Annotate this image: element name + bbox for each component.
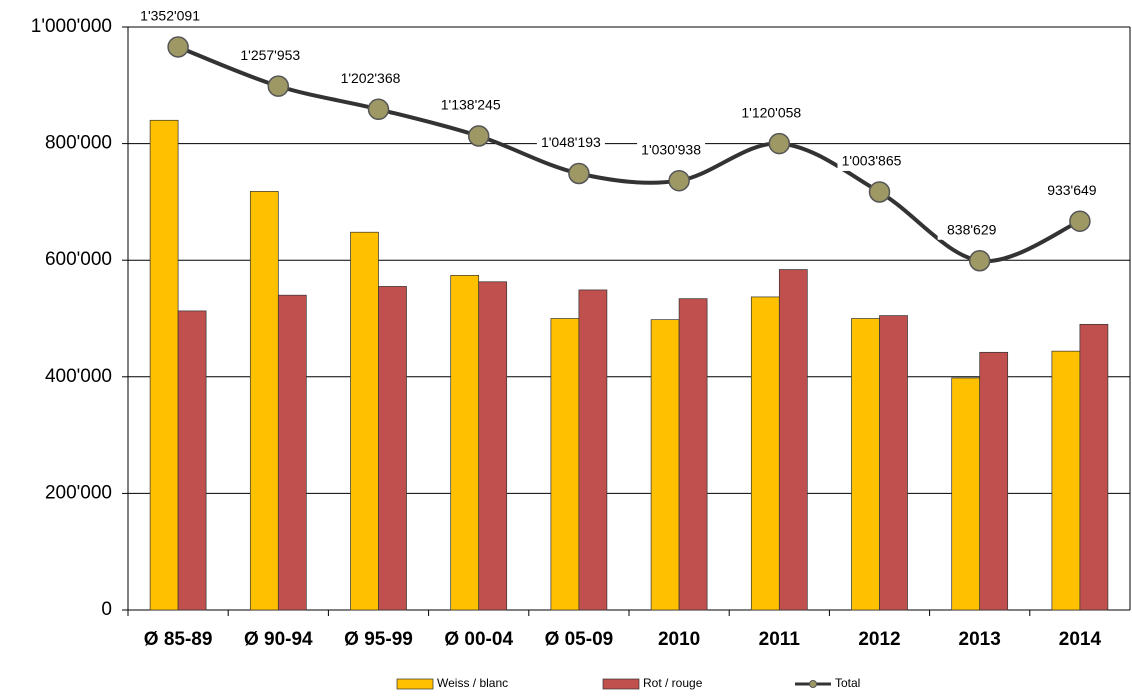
bar xyxy=(879,315,908,611)
value-label: 933'649 xyxy=(1047,182,1097,198)
label-bg xyxy=(336,70,405,89)
legend-label: Weiss / blanc xyxy=(437,676,508,690)
x-tick-label: 2014 xyxy=(1059,629,1102,650)
bar xyxy=(578,289,608,611)
marker xyxy=(1069,210,1091,232)
bar xyxy=(249,191,279,611)
bar xyxy=(951,377,981,611)
y-tick-label: 0 xyxy=(101,599,112,620)
bar xyxy=(750,296,780,611)
marker xyxy=(367,98,390,121)
marker xyxy=(267,75,290,97)
bar xyxy=(378,286,407,611)
label-bg xyxy=(637,141,706,160)
legend-label: Total xyxy=(835,676,860,690)
bar xyxy=(450,275,480,611)
value-label: 1'138'245 xyxy=(441,97,501,113)
bar xyxy=(277,294,307,611)
label-bg xyxy=(837,152,906,171)
x-tick-label: Ø 05-09 xyxy=(545,629,614,650)
label-bg xyxy=(1037,182,1106,201)
bar xyxy=(678,298,708,611)
label-bg xyxy=(536,134,605,153)
x-tick-label: 2013 xyxy=(959,629,1001,650)
x-tick-label: 2011 xyxy=(759,629,801,650)
marker xyxy=(768,132,791,155)
x-tick-label: Ø 00-04 xyxy=(444,629,513,650)
marker xyxy=(167,36,189,58)
bar xyxy=(149,119,179,611)
y-tick-label: 800'000 xyxy=(45,133,112,154)
y-tick-label: 1'000'000 xyxy=(31,16,112,37)
bar xyxy=(550,318,580,611)
x-tick-label: 2010 xyxy=(658,629,700,650)
legend-label: Rot / rouge xyxy=(643,676,703,690)
bar xyxy=(650,319,680,611)
label-bg xyxy=(236,47,305,66)
bar xyxy=(979,351,1009,611)
value-label: 1'030'938 xyxy=(641,141,701,157)
x-tick-label: 2012 xyxy=(858,629,900,650)
bar xyxy=(851,318,880,611)
marker xyxy=(467,125,490,147)
legend-swatch xyxy=(602,678,640,690)
y-tick-label: 200'000 xyxy=(45,482,112,503)
marker xyxy=(968,250,991,272)
value-label: 1'003'865 xyxy=(842,153,902,169)
label-bg xyxy=(937,221,1006,240)
total-line xyxy=(177,45,1081,264)
label-bg xyxy=(737,104,806,123)
value-label: 1'352'091 xyxy=(140,8,200,24)
value-label: 1'120'058 xyxy=(741,104,801,120)
bar xyxy=(778,269,808,611)
legend-swatch xyxy=(396,678,434,690)
marker xyxy=(668,169,690,192)
marker xyxy=(568,162,590,185)
bar xyxy=(1051,350,1081,611)
marker xyxy=(868,181,891,203)
y-tick-label: 400'000 xyxy=(45,366,112,387)
bar xyxy=(350,231,379,611)
value-label: 1'048'193 xyxy=(541,134,601,150)
bar xyxy=(478,281,508,611)
bar xyxy=(1079,323,1109,611)
value-label: 1'202'368 xyxy=(341,70,401,86)
x-tick-label: Ø 85-89 xyxy=(144,629,213,650)
bar xyxy=(177,310,207,611)
legend-marker xyxy=(809,680,817,688)
label-bg xyxy=(436,97,505,116)
value-label: 838'629 xyxy=(947,221,997,237)
x-tick-label: Ø 90-94 xyxy=(244,629,313,650)
x-tick-label: Ø 95-99 xyxy=(344,629,413,650)
y-tick-label: 600'000 xyxy=(45,249,112,270)
label-bg xyxy=(136,7,205,26)
value-label: 1'257'953 xyxy=(240,47,300,63)
